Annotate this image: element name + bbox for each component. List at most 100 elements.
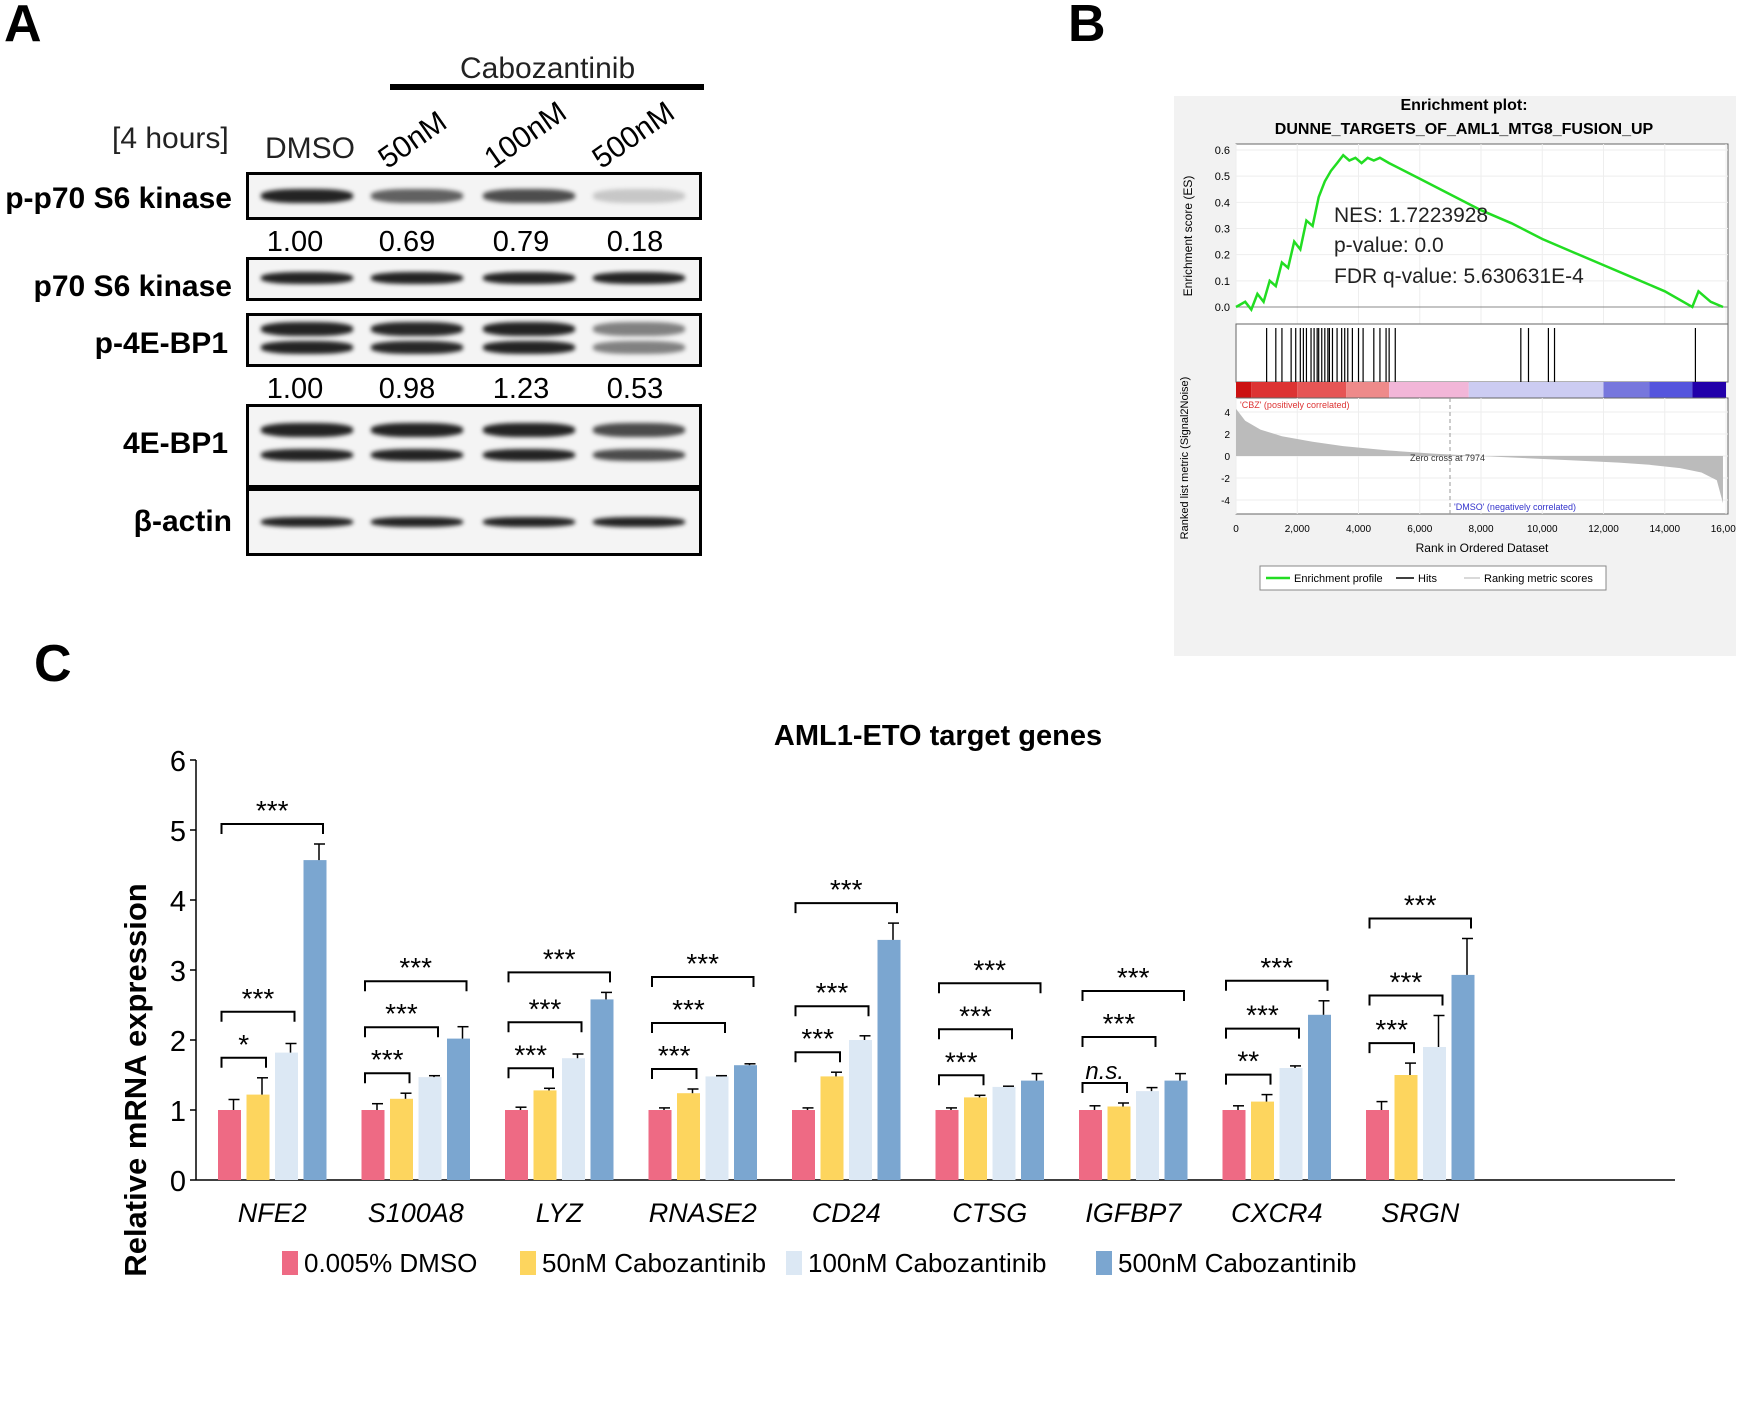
bar [533,1090,557,1180]
significance-label: *** [1260,952,1293,983]
bar [877,939,901,1180]
category-label: NFE2 [238,1198,307,1228]
lane-label-100nm: 100nM [478,95,573,176]
significance-label: *** [385,998,418,1029]
gsea-title-1: Enrichment plot: [1400,97,1527,114]
bar [992,1086,1016,1180]
bar [390,1098,413,1180]
gsea-legend [1259,565,1607,591]
significance-bracket [1081,990,1185,1001]
band [483,322,575,336]
significance-label: *** [1246,1000,1279,1031]
significance-bracket [220,823,324,834]
es-axis-label: Enrichment score (ES) [1181,176,1195,297]
band [371,272,463,284]
lane-label-50nm: 50nM [372,105,453,176]
heat-segment [1468,382,1604,398]
hit-lines [1266,328,1697,382]
legend-profile-label: Enrichment profile [1294,573,1383,585]
significance-label: *** [242,983,275,1014]
significance-bracket [938,1074,985,1086]
bar [705,1076,729,1180]
band [593,423,685,437]
band [483,423,575,437]
quant-2-lane2: 0.98 [378,373,436,405]
significance-bracket [1081,1082,1128,1093]
significance-label: n.s. [1085,1058,1124,1085]
bar [590,999,614,1180]
significance-bracket [1225,979,1329,991]
chart-title: AML1-ETO target genes [774,720,1102,752]
legend-label: 0.005% DMSO [304,1248,477,1278]
row-label-actin: β-actin [133,505,232,538]
legend-hits-label: Hits [1418,573,1437,585]
bar [648,1110,672,1180]
enrichment-profile-line [1235,153,1724,313]
quant-1-lane1: 1.00 [266,226,324,258]
es-tick-label: 0.1 [1215,276,1230,288]
band [483,341,575,354]
es-tick-label: 0.4 [1215,197,1230,209]
metric-tick-label: -4 [1221,496,1230,507]
bar [1251,1101,1274,1180]
significance-bracket [1368,1042,1415,1054]
x-tick-labels: 0 2,000 4,000 6,000 8,000 10,000 12,000 14,000 1… [1233,524,1739,535]
band [483,517,575,527]
bar [246,1094,270,1180]
x-tick-label: 6,000 [1407,524,1432,535]
bar [1451,974,1475,1180]
panel-c-label: C [34,635,72,693]
heat-segment [1603,382,1650,398]
significance-label: *** [658,1040,691,1071]
quant-2-lane1: 1.00 [266,373,324,405]
ranking-heat-bar [1236,382,1727,398]
bar [1222,1110,1246,1180]
x-axis-label: Rank in Ordered Dataset [1416,541,1549,555]
x-tick-label: 8,000 [1469,524,1494,535]
metric-tick-label: 0 [1224,452,1230,463]
quant-1-lane4: 0.18 [606,226,664,258]
significance-bracket [220,1010,296,1022]
time-label: [4 hours] [112,122,229,155]
y-tick-label: 6 [170,746,186,778]
ranking-metric-area [1236,408,1723,504]
band [371,423,463,437]
significance-bracket [938,982,1042,994]
significance-label: *** [816,977,849,1008]
significance-bracket [1368,917,1472,929]
x-tick-label: 2,000 [1285,524,1310,535]
band [593,272,685,284]
hits-area [1235,323,1729,383]
nes-text: NES: 1.7223928 [1334,204,1488,227]
y-tick-label: 5 [170,816,186,848]
band [261,272,353,284]
significance-bracket [794,1005,870,1017]
es-tick-labels: 0.6 0.5 0.4 0.3 0.2 0.1 0.0 [1215,145,1230,314]
bar [1423,1047,1446,1180]
significance-bracket [1225,1073,1272,1085]
bar [935,1110,959,1180]
lane-label-500nm: 500nM [586,95,681,176]
legend-label: 50nM Cabozantinib [542,1248,766,1278]
significance-bracket [507,971,611,983]
y-tick-label: 4 [170,886,186,918]
panel-b-label: B [1068,0,1106,53]
significance-label: *** [1375,1014,1408,1045]
x-tick-label: 12,000 [1588,524,1619,535]
significance-brackets: ****************************************… [220,795,1472,1093]
es-tick-label: 0.6 [1215,145,1230,157]
significance-label: *** [514,1039,547,1070]
bar [792,1110,815,1180]
bar [1279,1068,1303,1180]
y-axis-label: Relative mRNA expression [118,883,153,1276]
significance-label: *** [399,952,432,983]
es-grid [1235,144,1728,324]
significance-label: ** [1237,1046,1259,1077]
significance-bracket [220,1056,267,1068]
quant-1-lane3: 0.79 [492,226,550,258]
significance-label: *** [959,1000,992,1031]
band [261,341,353,354]
bar [964,1097,987,1180]
bar [418,1077,442,1180]
band [261,423,353,437]
